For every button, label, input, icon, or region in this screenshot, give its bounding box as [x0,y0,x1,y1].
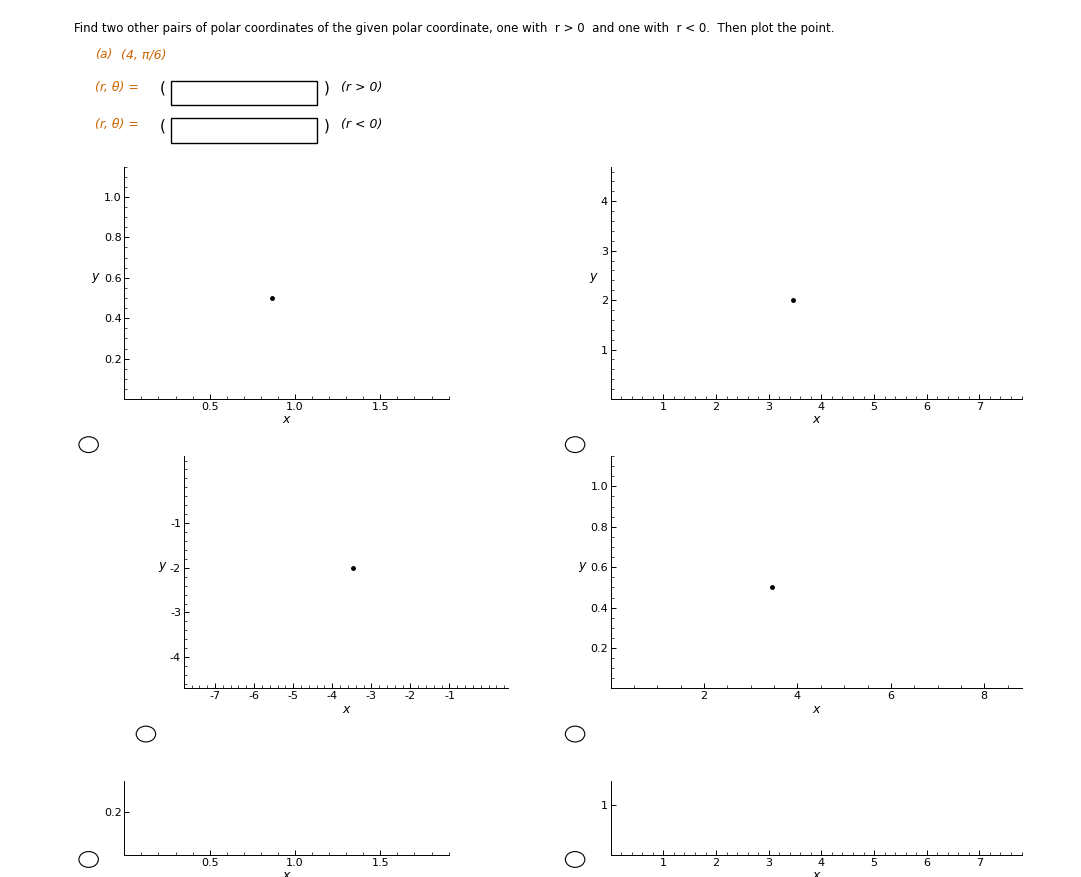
X-axis label: x: x [813,869,819,877]
Text: ): ) [324,81,330,96]
Text: (: ( [160,118,165,133]
Text: (4, π/6): (4, π/6) [121,48,166,61]
Y-axis label: y: y [158,560,165,573]
X-axis label: x: x [813,702,819,716]
Text: (r > 0): (r > 0) [341,81,382,94]
X-axis label: x: x [283,869,290,877]
Text: (a): (a) [95,48,112,61]
Text: Find two other pairs of polar coordinates of the given polar coordinate, one wit: Find two other pairs of polar coordinate… [74,22,835,35]
X-axis label: x: x [343,702,349,716]
Y-axis label: y: y [589,270,597,282]
Text: ): ) [324,118,330,133]
Text: (r, θ) =: (r, θ) = [95,118,139,132]
X-axis label: x: x [813,413,819,426]
Text: (r < 0): (r < 0) [341,118,382,132]
Y-axis label: y: y [578,560,586,573]
Text: (: ( [160,81,165,96]
Text: (r, θ) =: (r, θ) = [95,81,139,94]
Y-axis label: y: y [92,270,99,282]
X-axis label: x: x [283,413,290,426]
